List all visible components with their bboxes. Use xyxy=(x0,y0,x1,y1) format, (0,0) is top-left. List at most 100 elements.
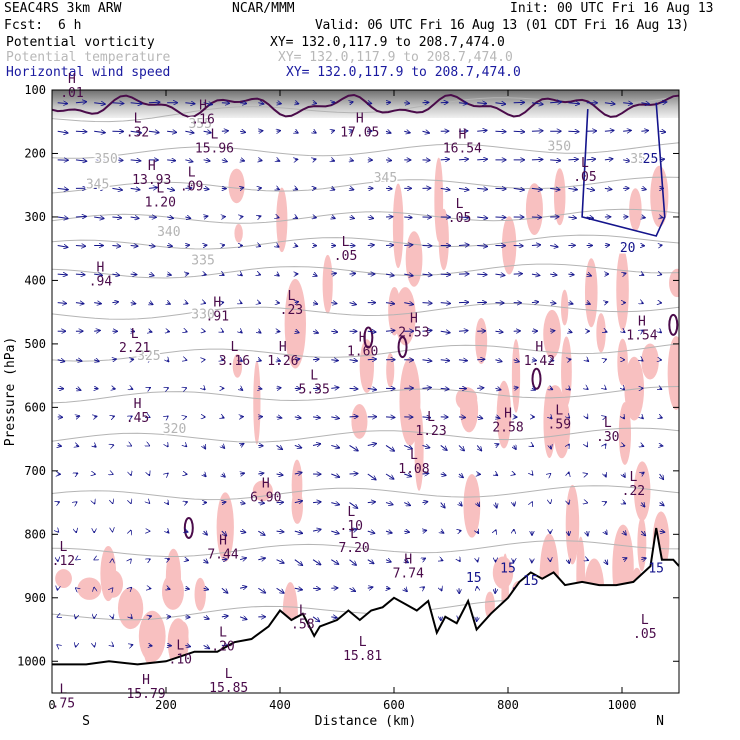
wind-vector xyxy=(313,274,317,276)
wind-vector xyxy=(258,331,261,333)
wind-vector xyxy=(385,245,394,246)
extremum-marker: L7.20 xyxy=(338,527,369,556)
wind-vector xyxy=(660,331,662,333)
wind-vector xyxy=(440,159,450,160)
wind-vector xyxy=(532,445,534,446)
extremum-kind: L xyxy=(410,448,418,463)
wind-vector xyxy=(404,274,413,276)
wind-vector xyxy=(623,558,627,560)
wind-vector xyxy=(239,617,247,620)
wind-vector xyxy=(532,388,535,390)
wind-vector xyxy=(75,102,87,103)
wind-vector xyxy=(587,560,589,561)
extremum-marker: L3.16 xyxy=(219,340,250,369)
wind-vectors xyxy=(57,102,667,651)
extremum-marker: L.32 xyxy=(126,111,149,140)
wind-vector xyxy=(57,103,68,104)
extremum-kind: L xyxy=(581,156,589,171)
wind-shading-blob xyxy=(463,474,481,538)
wind-vector xyxy=(258,303,260,304)
wind-vector xyxy=(203,131,212,133)
wind-vector xyxy=(294,472,302,474)
wind-vector xyxy=(605,502,607,503)
wind-shading-blob xyxy=(216,492,234,562)
extremum-value: .09 xyxy=(180,179,203,194)
wind-vector xyxy=(531,245,541,246)
wind-vector xyxy=(367,245,375,246)
wind-vector xyxy=(204,531,208,535)
extremum-value: .12 xyxy=(52,554,75,569)
x-axis-title: Distance (km) xyxy=(315,714,417,729)
wind-label: 15 xyxy=(466,571,482,586)
wind-vector xyxy=(131,416,132,417)
wind-vector xyxy=(167,217,173,218)
wind-vector xyxy=(94,360,99,362)
extremum-marker: L1.23 xyxy=(415,410,446,439)
wind-shading-blob xyxy=(143,638,157,665)
wind-vector xyxy=(75,160,87,161)
extremum-kind: H xyxy=(97,261,105,276)
extremum-marker: H.01 xyxy=(60,72,83,101)
wind-vector xyxy=(440,331,450,333)
extremum-value: .20 xyxy=(211,640,234,655)
wind-vector xyxy=(586,159,596,160)
wind-vector xyxy=(422,360,432,361)
wind-vector xyxy=(313,588,320,589)
wind-shading-blob xyxy=(253,360,261,445)
wind-label: 15 xyxy=(648,561,664,576)
extremum-value: .05 xyxy=(573,170,596,185)
wind-vector xyxy=(568,103,579,104)
wind-vector xyxy=(568,274,574,275)
wind-vector xyxy=(277,160,280,161)
theta-contour xyxy=(52,176,679,194)
y-tick-label: 1000 xyxy=(17,654,46,668)
wind-shading-blob xyxy=(55,569,72,589)
wind-vector xyxy=(422,274,433,275)
wind-vector xyxy=(94,274,102,275)
wind-vector xyxy=(240,503,245,504)
wind-vector xyxy=(349,445,359,450)
extremum-marker: H2.53 xyxy=(398,311,429,340)
wind-vector xyxy=(203,160,210,161)
axes: 100 200 300 400 500 600 700 800 900 1000 0 200 400 60… xyxy=(3,83,680,729)
wind-vector xyxy=(149,503,150,504)
extremum-marker: H7.44 xyxy=(207,534,238,563)
wind-vector xyxy=(550,445,551,449)
wind-vector xyxy=(130,188,140,189)
wind-vector xyxy=(185,160,193,162)
theta-label: 355 xyxy=(630,152,653,167)
wind-vector xyxy=(313,303,318,305)
potential-temperature-contours xyxy=(52,95,679,621)
wind-vector xyxy=(605,331,607,332)
wind-shading-blob xyxy=(228,168,245,204)
init-time: Init: 00 UTC Fri 16 Aug 13 xyxy=(510,1,714,16)
wind-vector xyxy=(385,330,395,331)
wind-vector xyxy=(204,560,208,563)
wind-vector xyxy=(605,444,606,445)
wind-vector xyxy=(440,474,446,475)
extremum-value: 6.90 xyxy=(250,490,281,505)
extremum-marker: H1.54 xyxy=(626,315,657,344)
x-tick-label: 800 xyxy=(497,698,519,712)
extremum-marker: H1.42 xyxy=(524,340,555,369)
wind-vector xyxy=(660,388,662,389)
wind-vector xyxy=(167,360,169,362)
wind-vector xyxy=(185,645,190,646)
wind-vector xyxy=(641,417,643,419)
wind-vector xyxy=(277,360,281,361)
wind-vector xyxy=(459,503,462,506)
wind-vector xyxy=(149,645,152,646)
wind-vector xyxy=(148,102,160,103)
wind-vector xyxy=(550,360,554,361)
extremum-marker: L2.21 xyxy=(119,327,150,356)
extremum-kind: L xyxy=(59,540,67,555)
wind-vector xyxy=(76,416,80,417)
wind-vector xyxy=(404,445,412,448)
extremum-value: .22 xyxy=(622,484,645,499)
wind-vector xyxy=(422,303,433,304)
wind-vector xyxy=(258,360,261,361)
x-tick-label: 1000 xyxy=(608,698,637,712)
x-tick-label: 0 xyxy=(48,698,55,712)
wind-vector xyxy=(312,616,320,622)
wind-vector xyxy=(185,502,187,503)
